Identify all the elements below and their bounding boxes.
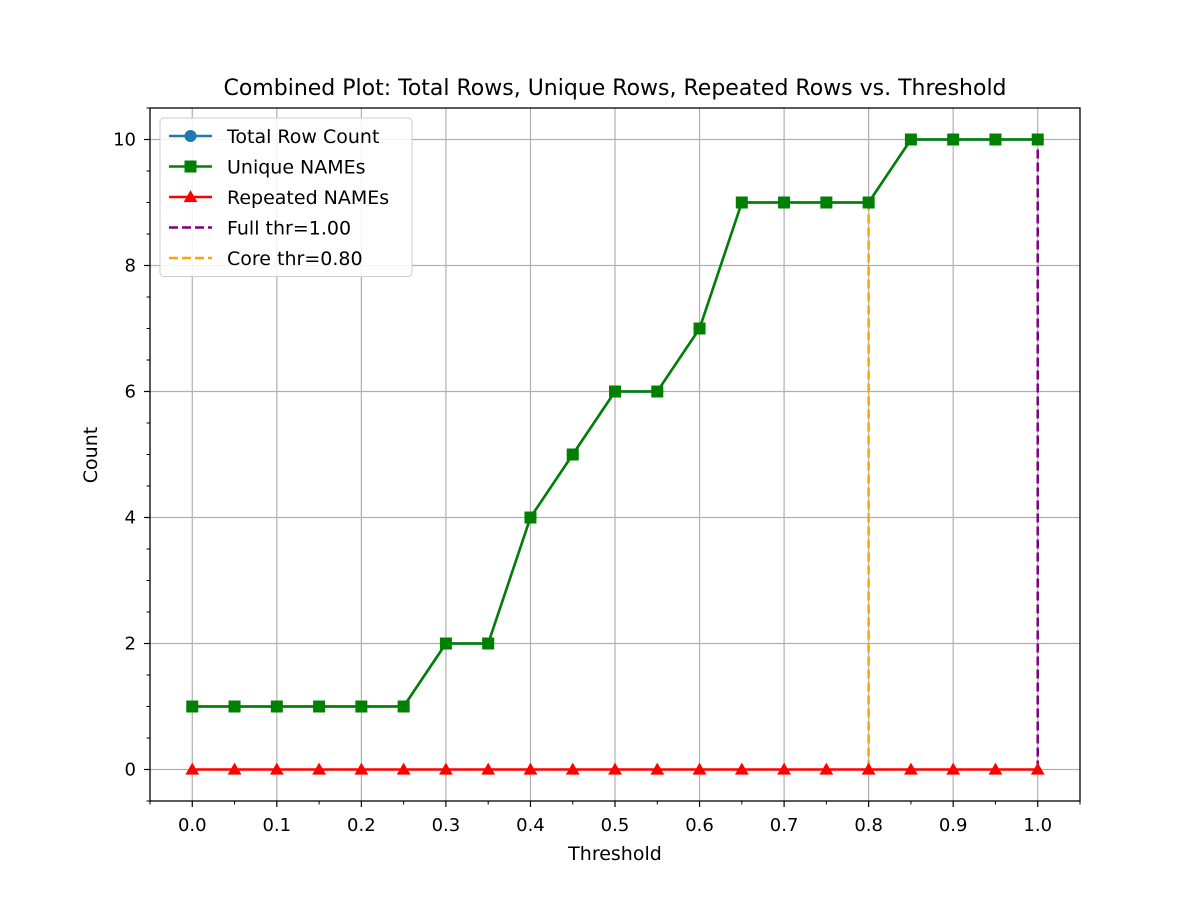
legend-marker — [183, 190, 198, 203]
legend: Total Row Count Unique NAMEs Repeated NAME… — [159, 117, 413, 277]
data-point — [989, 133, 1002, 146]
data-point — [734, 762, 749, 775]
x-tick-label: 0.8 — [854, 815, 883, 836]
data-point — [820, 196, 833, 209]
y-tick-label: 10 — [113, 130, 136, 151]
data-point — [862, 196, 875, 209]
axis-ticks: 0.0 0.1 0.2 0.3 0.4 0.5 0.6 0.7 0.8 0.9 1.0 0 2 4 6 8 10 — [113, 107, 1081, 836]
legend-label: Core thr=0.80 — [227, 248, 363, 270]
data-point — [313, 700, 326, 713]
y-tick-label: 4 — [125, 508, 136, 529]
legend-marker — [184, 130, 197, 142]
data-point — [523, 762, 538, 775]
y-tick-label: 0 — [125, 760, 136, 781]
legend-marker — [184, 160, 197, 173]
y-tick-label: 6 — [125, 382, 136, 403]
data-point — [904, 133, 917, 146]
legend-label: Repeated NAMEs — [227, 187, 389, 209]
legend-label: Total Row Count — [226, 126, 379, 148]
x-tick-label: 0.5 — [601, 815, 630, 836]
data-point — [397, 700, 410, 713]
data-point — [650, 762, 665, 775]
threshold-lines — [867, 139, 1039, 770]
data-point — [861, 762, 876, 775]
x-tick-label: 0.0 — [178, 815, 207, 836]
x-tick-label: 0.3 — [432, 815, 461, 836]
x-tick-label: 0.7 — [770, 815, 799, 836]
chart-title: Combined Plot: Total Rows, Unique Rows, … — [223, 76, 1006, 101]
data-point — [778, 196, 791, 209]
data-point — [312, 762, 326, 775]
data-point — [693, 322, 706, 335]
y-axis-title: Count — [80, 427, 102, 483]
legend-box — [159, 117, 413, 277]
data-point — [904, 762, 918, 775]
data-point — [524, 511, 537, 524]
data-point — [1030, 762, 1045, 775]
data-point — [947, 133, 960, 146]
x-tick-label: 0.2 — [347, 815, 376, 836]
x-tick-label: 1.0 — [1023, 815, 1052, 836]
data-point — [186, 700, 199, 713]
data-point — [566, 448, 579, 461]
x-axis-title: Threshold — [567, 843, 662, 865]
data-point — [735, 196, 748, 209]
data-point — [819, 762, 834, 775]
data-point — [609, 385, 621, 398]
data-point — [439, 637, 452, 650]
y-tick-label: 2 — [125, 634, 136, 655]
x-tick-label: 0.1 — [262, 815, 291, 836]
series-group — [185, 133, 1045, 775]
legend-label: Unique NAMEs — [227, 157, 366, 179]
data-point — [777, 762, 791, 775]
x-tick-label: 0.4 — [516, 815, 545, 836]
data-point — [439, 762, 453, 775]
data-point — [355, 700, 368, 713]
data-point — [692, 762, 707, 775]
data-point — [651, 385, 664, 398]
data-point — [481, 762, 496, 775]
data-point — [946, 762, 961, 775]
data-point — [482, 637, 495, 650]
legend-label: Full thr=1.00 — [227, 218, 351, 240]
data-point — [227, 762, 242, 775]
data-point — [608, 762, 622, 775]
data-point — [228, 700, 241, 713]
data-point — [270, 700, 283, 713]
data-point — [269, 762, 284, 775]
x-tick-label: 0.9 — [939, 815, 968, 836]
data-point — [1031, 133, 1044, 146]
data-point — [354, 762, 369, 775]
data-point — [565, 762, 580, 775]
x-tick-label: 0.6 — [685, 815, 714, 836]
data-point — [988, 762, 1003, 775]
data-point — [396, 762, 411, 775]
y-tick-label: 8 — [125, 256, 136, 277]
data-point — [185, 762, 200, 775]
